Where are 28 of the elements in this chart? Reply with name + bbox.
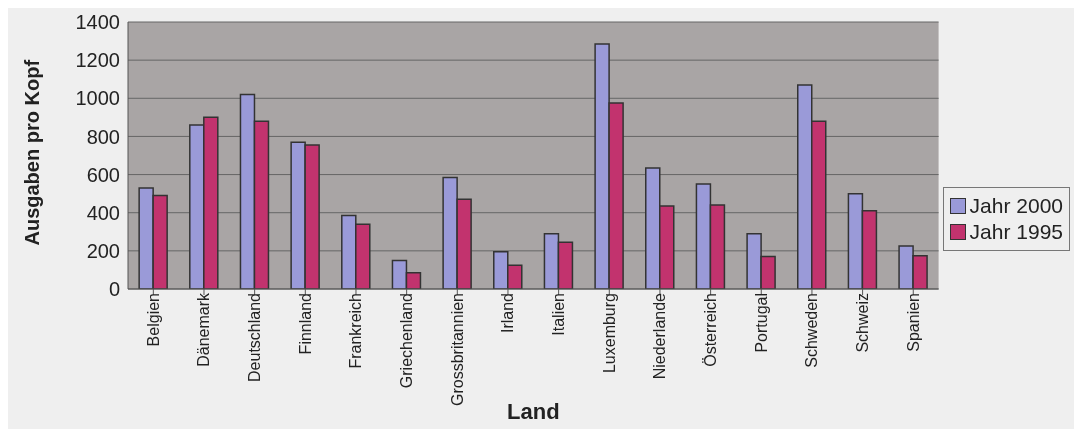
y-tick-label: 400 [86, 201, 120, 224]
x-tick-label: Griechenland [398, 293, 415, 389]
x-tick-label: Portugal [752, 293, 770, 353]
y-tick-label: 1000 [75, 87, 120, 110]
x-tick-label: Niederlande [651, 292, 669, 380]
x-tick-label: Schweiz [853, 293, 871, 353]
legend-label: Jahr 2000 [969, 193, 1063, 218]
legend-label: Jahr 1995 [969, 219, 1063, 244]
y-tick-label: 0 [108, 278, 120, 301]
x-tick-label: Luxemburg [600, 293, 618, 374]
y-tick-label: 800 [86, 125, 120, 148]
x-tick-label: Grossbritannien [448, 293, 466, 406]
y-axis-title: Ausgaben pro Kopf [21, 59, 44, 246]
x-tick-label: Irland [499, 293, 517, 334]
x-tick-label: Schweden [803, 293, 821, 368]
x-tick-label: Dänemark [195, 292, 213, 367]
y-tick-label: 1200 [75, 49, 120, 72]
x-tick-label: Spanien [904, 293, 922, 352]
x-tick-label: Italien [549, 293, 567, 336]
y-tick-label: 200 [86, 239, 120, 262]
x-axis-title: Land [507, 399, 560, 424]
x-tick-label: Finnland [296, 293, 314, 355]
y-tick-label: 600 [86, 163, 120, 186]
x-tick-label: Deutschland [246, 293, 264, 382]
x-tick-label: Belgien [144, 293, 162, 347]
x-tick-label: Frankreich [347, 293, 365, 369]
x-tick-label: Österreich [701, 293, 719, 367]
y-tick-label: 1400 [75, 11, 120, 34]
